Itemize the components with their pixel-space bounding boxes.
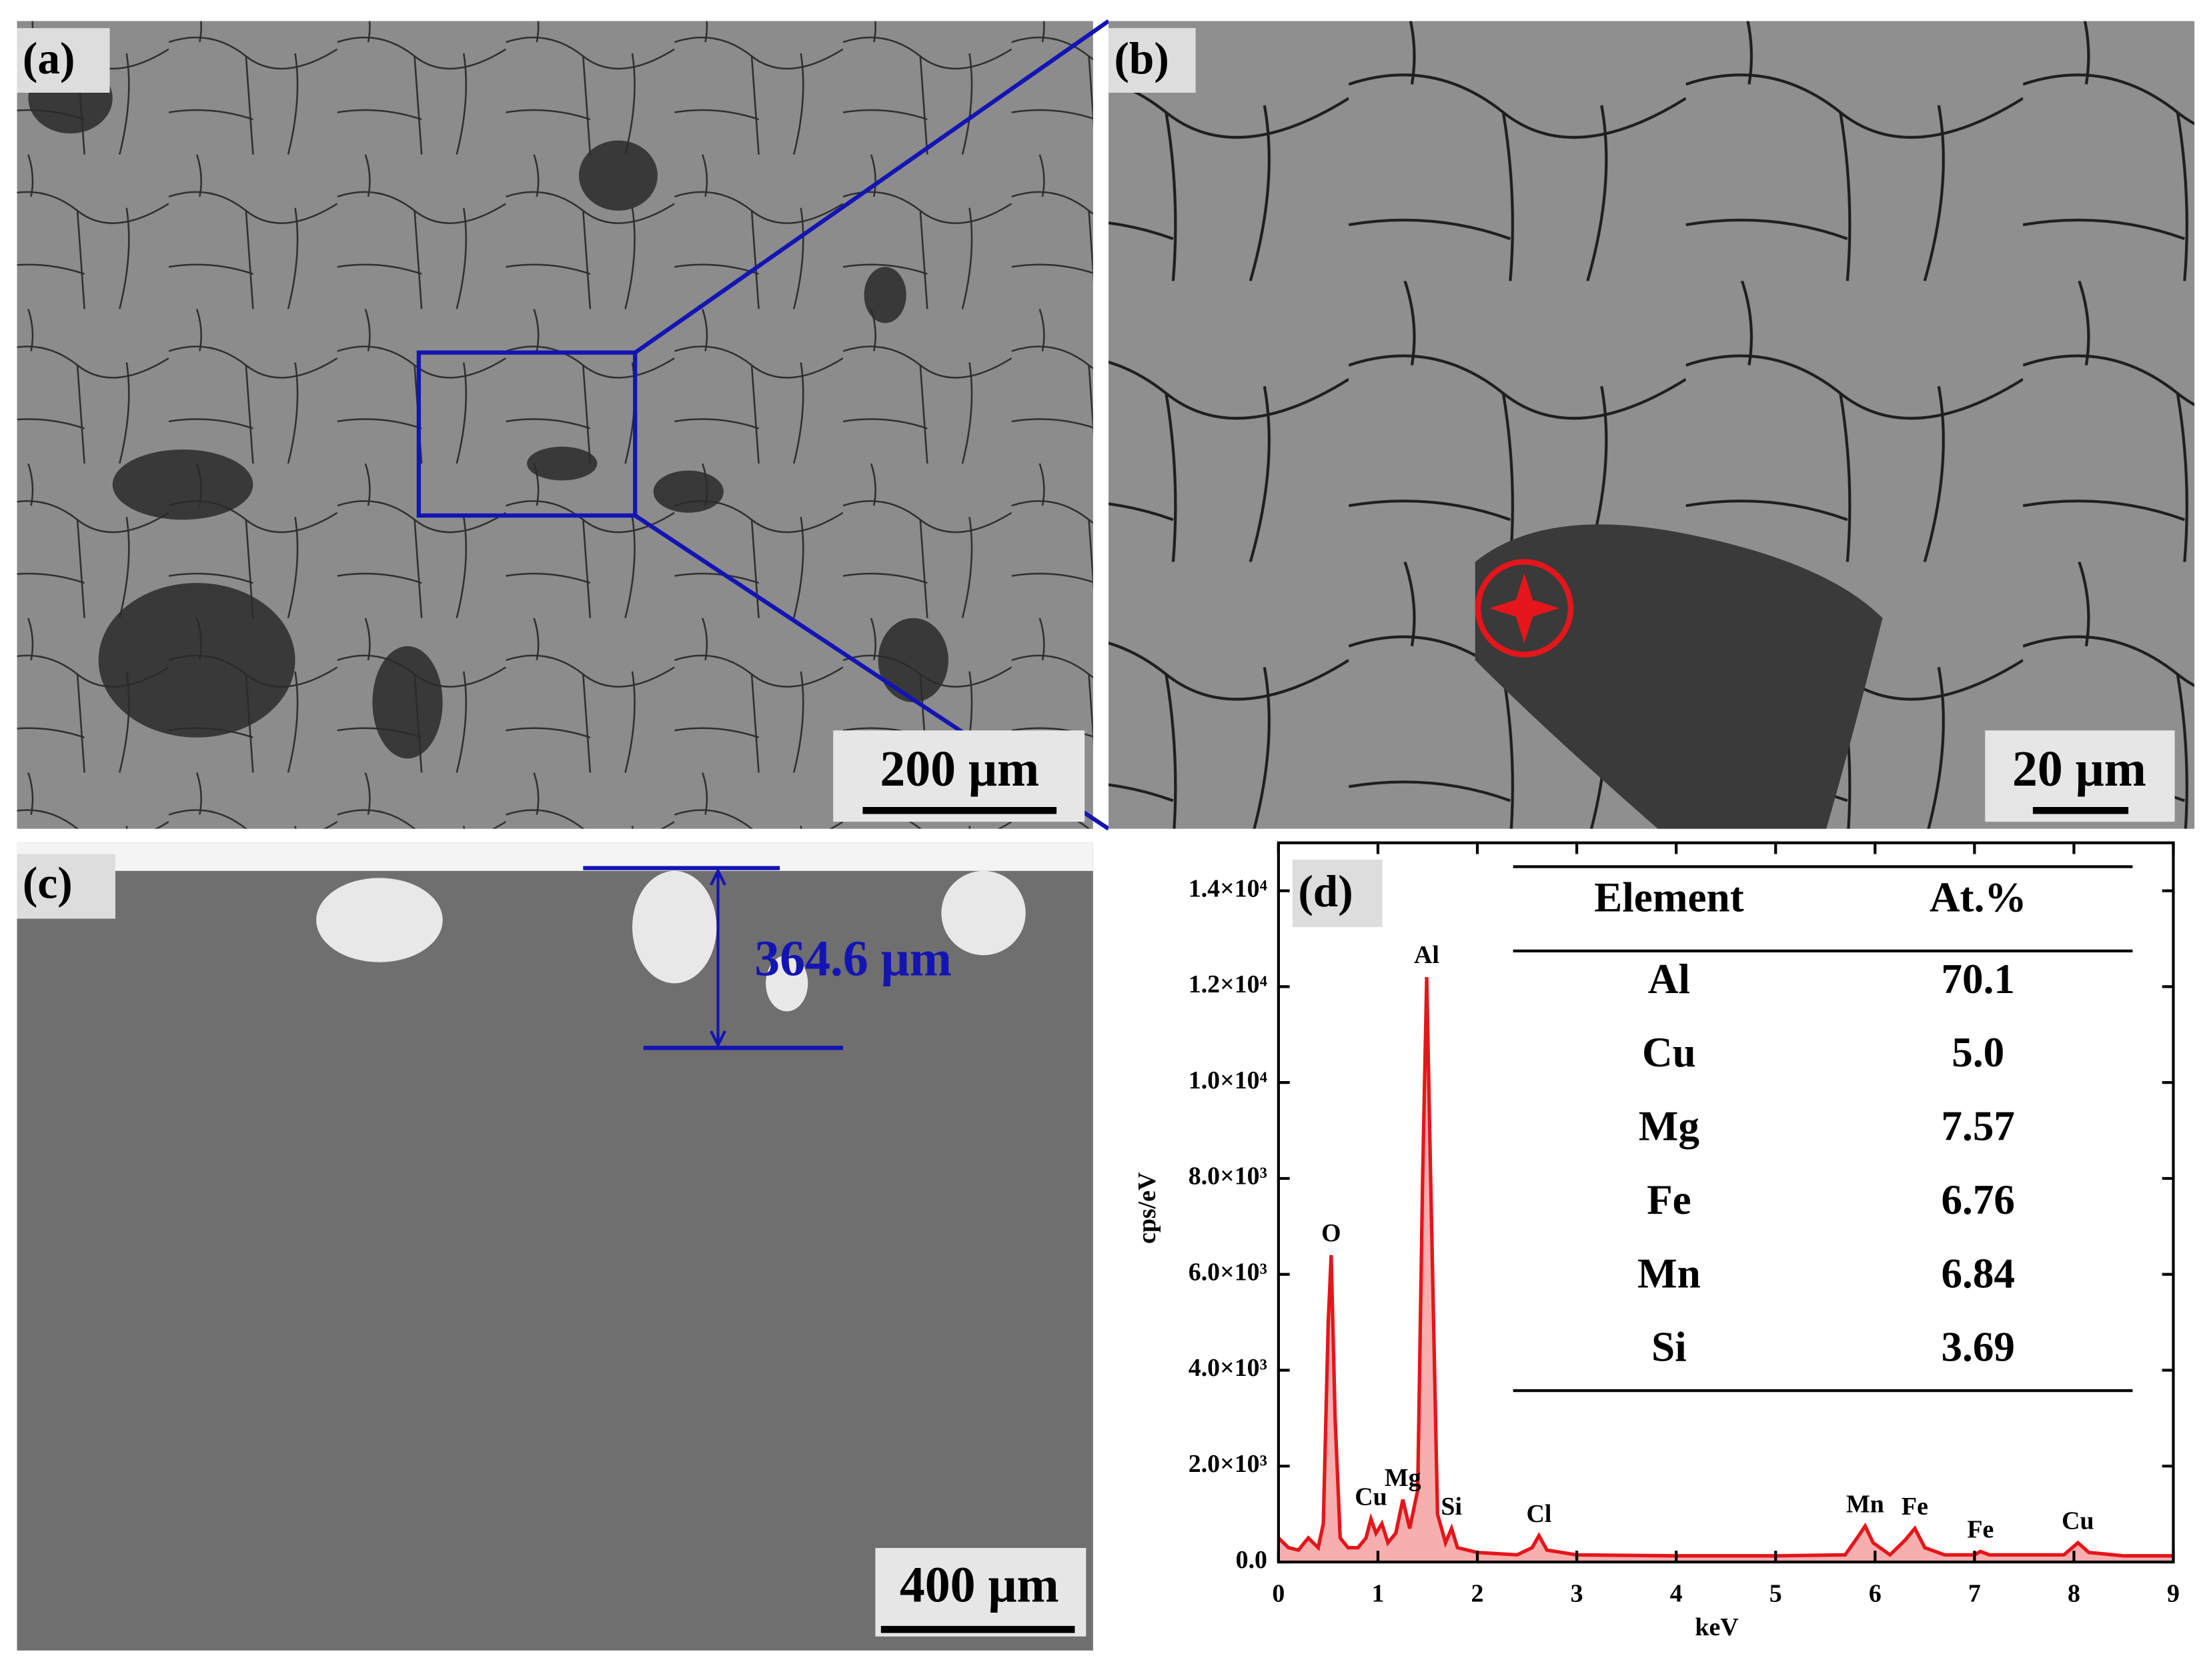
label-bg [17,854,115,919]
panel-label: (d) [1298,866,1353,916]
y-tick-label: 6.0×10³ [1189,1258,1267,1286]
panel-a: (a) 200 μm [17,19,1110,831]
table-cell: 70.1 [1941,956,2015,1002]
scale-box [833,730,1085,822]
table-cell: Mn [1637,1250,1701,1297]
x-tick-label: 6 [1869,1579,1882,1607]
table-cell: Mg [1639,1103,1699,1150]
panel-label: (c) [23,858,73,908]
table-cell: Fe [1647,1176,1691,1223]
peak-label: Fe [1902,1493,1928,1521]
x-tick-label: 0 [1272,1579,1285,1607]
table-cell: Al [1648,956,1690,1002]
peak-label: Cl [1526,1500,1551,1528]
marker-star [1489,573,1560,644]
table-cell: 7.57 [1941,1103,2015,1150]
zoom-line [634,19,1110,355]
y-tick-label: 8.0×10³ [1189,1162,1267,1190]
pit [1475,524,1883,829]
y-axis-label: cps/eV [1133,1172,1161,1244]
table-cell: 5.0 [1952,1029,2004,1076]
x-tick-label: 1 [1371,1579,1384,1607]
scale-box [1985,730,2175,822]
peak-label: Cu [1355,1483,1387,1511]
panel-label: (a) [23,33,75,83]
peak-label: Cu [2062,1507,2094,1535]
table-header: Element [1594,874,1744,921]
panel-label: (b) [1114,33,1169,83]
zoom-box [416,350,638,518]
x-tick-label: 5 [1769,1579,1782,1607]
peak-label: Mn [1846,1490,1884,1518]
plot-frame [1277,841,2175,1564]
x-tick-label: 7 [1968,1579,1981,1607]
y-tick-label: 1.4×10⁴ [1189,874,1267,902]
table-cell: Cu [1642,1029,1696,1076]
x-tick-label: 4 [1670,1579,1683,1607]
corrosion [316,870,1026,1012]
table-cell: 3.69 [1941,1324,2015,1371]
panel-d: (d) keV cps/eV [1133,859,1739,1641]
x-tick-label: 2 [1471,1579,1484,1607]
scale-text: 400 μm [900,1557,1059,1613]
spectrum-line [1277,977,2174,1558]
table-cell: 6.76 [1941,1176,2015,1223]
peak-label: Fe [1967,1515,1994,1543]
depth-text: 364.6 μm [754,930,952,986]
x-axis-label: keV [1695,1613,1738,1641]
x-tick-label: 3 [1571,1579,1583,1607]
table-cell: 6.84 [1941,1250,2015,1297]
label-bg [1292,859,1383,928]
x-tick-label: 9 [2167,1579,2180,1607]
y-tick-label: 1.2×10⁴ [1189,970,1267,998]
scale-text: 200 μm [880,741,1039,797]
pits [28,63,948,759]
peak-label: Mg [1385,1464,1421,1492]
y-tick-label: 2.0×10³ [1189,1450,1267,1478]
y-tick-label: 0.0 [1236,1546,1267,1574]
surface [17,842,1093,871]
marker [1475,559,1574,658]
panel-c: 364.6 μm (c) 400 μm [17,842,1093,1651]
y-tick-label: 1.0×10⁴ [1189,1066,1267,1094]
label-bg [1109,28,1196,93]
table-cell: Si [1651,1324,1687,1371]
label-bg [17,28,110,93]
y-tick-label: 4.0×10³ [1189,1354,1267,1382]
peak-label: O [1321,1219,1341,1247]
table-header: At.% [1930,874,2027,921]
panel-b: (b) 20 μm [1109,21,2195,829]
sem-image [17,842,1093,1651]
peak-label: Al [1414,941,1439,969]
scale-text: 20 μm [2012,741,2146,797]
x-tick-label: 8 [2068,1579,2080,1607]
peak-label: Si [1441,1493,1462,1521]
scale-box [875,1548,1086,1637]
arrow-heads [710,868,726,1048]
